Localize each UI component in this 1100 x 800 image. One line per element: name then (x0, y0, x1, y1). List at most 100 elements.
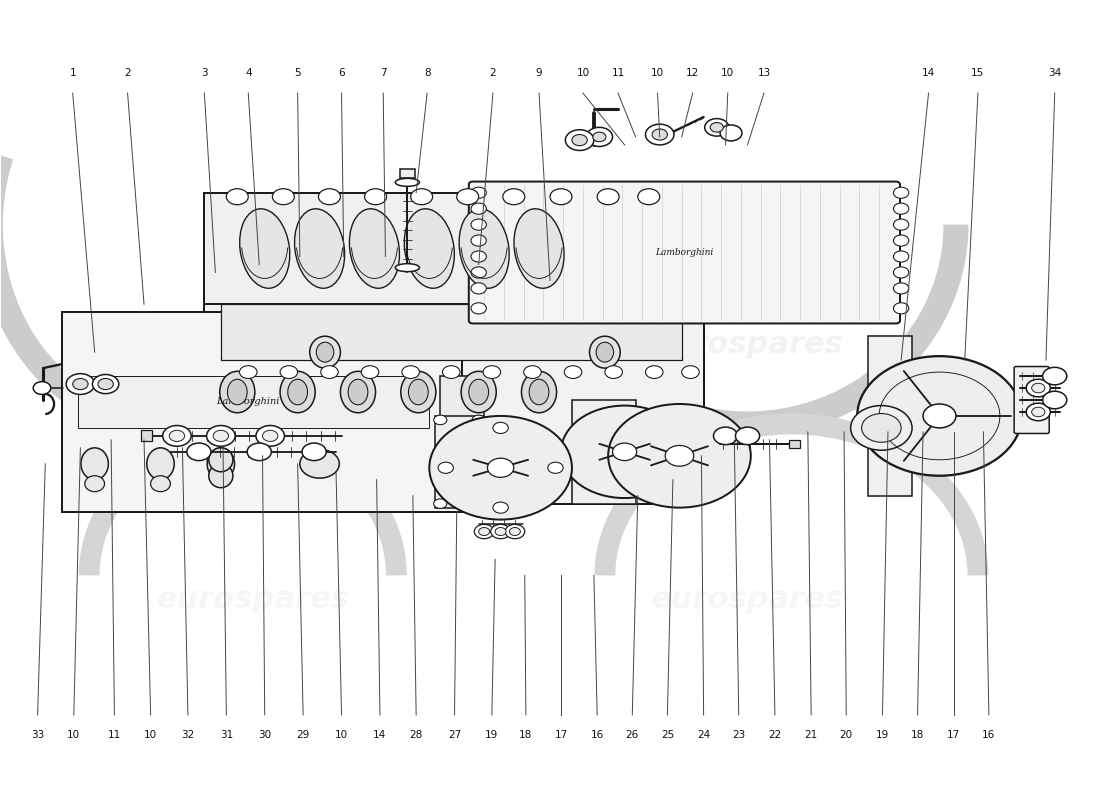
Circle shape (493, 422, 508, 434)
Circle shape (474, 524, 494, 538)
Circle shape (487, 458, 514, 478)
Text: 18: 18 (519, 730, 532, 740)
Circle shape (227, 189, 249, 205)
Bar (572, 402, 594, 502)
Circle shape (613, 443, 637, 461)
Text: 6: 6 (338, 68, 344, 78)
Circle shape (597, 189, 619, 205)
Circle shape (402, 366, 419, 378)
Text: eurospares: eurospares (651, 585, 844, 614)
Text: 10: 10 (576, 68, 590, 78)
Circle shape (429, 416, 572, 519)
Circle shape (509, 527, 520, 535)
Text: 28: 28 (409, 730, 422, 740)
Text: 17: 17 (947, 730, 960, 740)
Text: 11: 11 (108, 730, 121, 740)
Ellipse shape (220, 371, 255, 413)
Ellipse shape (146, 448, 174, 480)
Circle shape (240, 366, 257, 378)
Circle shape (1026, 403, 1050, 421)
Circle shape (187, 443, 211, 461)
Circle shape (280, 366, 298, 378)
Ellipse shape (529, 379, 549, 405)
Ellipse shape (459, 209, 509, 288)
Circle shape (1032, 407, 1045, 417)
Text: 19: 19 (876, 730, 889, 740)
Ellipse shape (461, 371, 496, 413)
Text: Lamborghini: Lamborghini (217, 397, 280, 406)
Ellipse shape (408, 379, 428, 405)
Ellipse shape (310, 336, 340, 368)
Circle shape (248, 443, 272, 461)
Text: 11: 11 (612, 68, 625, 78)
Text: 18: 18 (911, 730, 924, 740)
Circle shape (861, 414, 901, 442)
Text: 24: 24 (697, 730, 711, 740)
Circle shape (572, 134, 587, 146)
Circle shape (471, 283, 486, 294)
Ellipse shape (209, 464, 233, 488)
Circle shape (561, 406, 689, 498)
Circle shape (586, 127, 613, 146)
Text: eurospares: eurospares (157, 330, 350, 358)
Text: 10: 10 (651, 68, 664, 78)
Text: 33: 33 (31, 730, 44, 740)
Circle shape (857, 356, 1022, 476)
Ellipse shape (400, 371, 436, 413)
Text: 32: 32 (182, 730, 195, 740)
Circle shape (605, 366, 623, 378)
Circle shape (478, 527, 490, 535)
Text: 5: 5 (295, 68, 301, 78)
Circle shape (73, 378, 88, 390)
Text: 19: 19 (485, 730, 498, 740)
Text: 27: 27 (448, 730, 461, 740)
Circle shape (471, 219, 486, 230)
Circle shape (893, 283, 909, 294)
Ellipse shape (596, 342, 614, 362)
Circle shape (438, 462, 453, 474)
Circle shape (524, 366, 541, 378)
Text: 13: 13 (757, 68, 771, 78)
Circle shape (302, 443, 327, 461)
Circle shape (593, 132, 606, 142)
Circle shape (364, 189, 386, 205)
Text: eurospares: eurospares (651, 330, 844, 358)
Circle shape (472, 415, 485, 425)
Circle shape (442, 366, 460, 378)
Text: 29: 29 (297, 730, 310, 740)
Circle shape (548, 462, 563, 474)
Circle shape (433, 499, 447, 509)
Circle shape (1043, 391, 1067, 409)
Ellipse shape (350, 209, 399, 288)
Ellipse shape (280, 371, 316, 413)
Circle shape (1043, 367, 1067, 385)
Bar (572, 400, 636, 504)
Circle shape (493, 502, 508, 514)
Text: 21: 21 (804, 730, 817, 740)
Polygon shape (62, 312, 462, 512)
Circle shape (256, 426, 285, 446)
Circle shape (503, 189, 525, 205)
Text: 10: 10 (67, 730, 80, 740)
Ellipse shape (395, 178, 419, 186)
Circle shape (163, 426, 191, 446)
Circle shape (893, 267, 909, 278)
Circle shape (98, 378, 113, 390)
Circle shape (565, 130, 594, 150)
Ellipse shape (317, 342, 333, 362)
Text: 1: 1 (69, 68, 76, 78)
Circle shape (711, 122, 724, 132)
Ellipse shape (590, 336, 620, 368)
Circle shape (92, 374, 119, 394)
Text: 12: 12 (686, 68, 700, 78)
Polygon shape (205, 193, 660, 304)
Circle shape (321, 366, 338, 378)
Circle shape (471, 302, 486, 314)
Circle shape (646, 124, 674, 145)
Bar (789, 440, 800, 448)
Text: 10: 10 (722, 68, 735, 78)
Circle shape (646, 366, 663, 378)
Circle shape (456, 189, 478, 205)
Bar (399, 169, 415, 178)
Circle shape (893, 235, 909, 246)
